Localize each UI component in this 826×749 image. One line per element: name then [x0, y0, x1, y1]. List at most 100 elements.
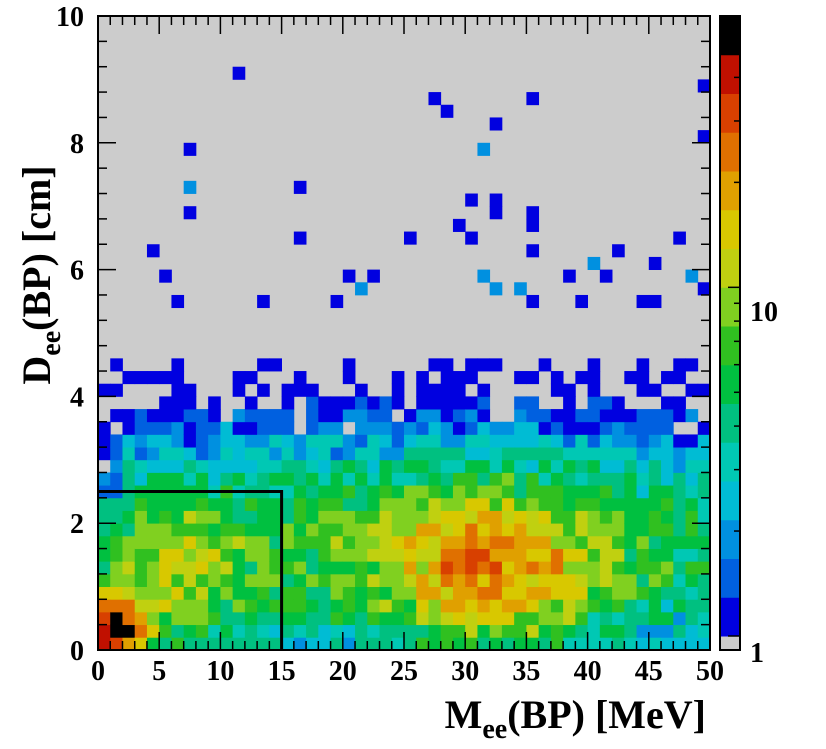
- heatmap-cell: [661, 434, 674, 448]
- heatmap-cell: [428, 459, 442, 473]
- heatmap-cell: [575, 447, 588, 461]
- heatmap-cell: [208, 637, 221, 651]
- heatmap-cell: [159, 371, 172, 385]
- heatmap-cell: [220, 561, 234, 575]
- heatmap-cell: [306, 396, 319, 410]
- heatmap-cell: [538, 535, 552, 549]
- heatmap-cell: [599, 599, 613, 613]
- heatmap-cell: [501, 510, 515, 524]
- heatmap-cell: [526, 624, 540, 638]
- heatmap-cell: [110, 624, 123, 638]
- heatmap-cell: [171, 459, 185, 473]
- heatmap-cell: [269, 548, 282, 562]
- heatmap-cell: [342, 371, 356, 385]
- heatmap-cell: [134, 447, 148, 461]
- heatmap-cell: [612, 586, 625, 600]
- heatmap-cell: [159, 548, 172, 562]
- heatmap-cell: [514, 586, 527, 600]
- heatmap-cell: [489, 573, 503, 587]
- heatmap-cell: [257, 459, 270, 473]
- heatmap-cell: [575, 510, 588, 524]
- heatmap-cell: [526, 244, 540, 258]
- heatmap-cell: [465, 231, 478, 245]
- heatmap-cell: [146, 459, 160, 473]
- heatmap-cell: [232, 383, 246, 397]
- heatmap-cell: [538, 459, 552, 473]
- x-tick-label: 15: [268, 656, 296, 687]
- heatmap-cell: [636, 497, 650, 511]
- heatmap-cell: [281, 510, 295, 524]
- heatmap-cell: [159, 497, 172, 511]
- heatmap-cell: [330, 459, 344, 473]
- heatmap-cell: [452, 421, 466, 435]
- heatmap-cell: [122, 472, 136, 486]
- heatmap-cell: [391, 573, 405, 587]
- heatmap-cell: [428, 535, 442, 549]
- heatmap-cell: [232, 371, 246, 385]
- heatmap-cell: [563, 599, 576, 613]
- heatmap-cell: [244, 421, 258, 435]
- heatmap-cell: [342, 624, 356, 638]
- heatmap-cell: [428, 624, 442, 638]
- heatmap-cell: [183, 206, 197, 220]
- heatmap-cell: [146, 472, 160, 486]
- heatmap-cell: [293, 180, 307, 194]
- heatmap-cell: [477, 497, 491, 511]
- heatmap-cell: [232, 561, 246, 575]
- heatmap-cell: [416, 434, 429, 448]
- heatmap-cell: [220, 447, 234, 461]
- heatmap-cell: [550, 371, 564, 385]
- heatmap-cell: [379, 611, 393, 626]
- heatmap-cell: [612, 396, 625, 410]
- heatmap-cell: [587, 383, 601, 397]
- heatmap-cell: [183, 599, 197, 613]
- heatmap-cell: [514, 599, 527, 613]
- heatmap-cell: [452, 459, 466, 473]
- heatmap-cell: [673, 535, 686, 549]
- heatmap-cell: [489, 193, 503, 207]
- heatmap-cell: [428, 599, 442, 613]
- heatmap-cell: [428, 396, 442, 410]
- heatmap-cell: [244, 510, 258, 524]
- heatmap-cell: [342, 573, 356, 587]
- heatmap-cell: [306, 599, 319, 613]
- heatmap-cell: [685, 573, 699, 587]
- heatmap-cell: [636, 624, 650, 638]
- heatmap-cell: [281, 624, 295, 638]
- heatmap-cell: [673, 485, 686, 499]
- x-tick-label: 0: [91, 656, 105, 687]
- heatmap-cell: [612, 447, 625, 461]
- heatmap-cell: [110, 434, 123, 448]
- heatmap-cell: [452, 561, 466, 575]
- heatmap-cell: [563, 561, 576, 575]
- heatmap-cell: [330, 548, 344, 562]
- heatmap-cell: [648, 434, 662, 448]
- heatmap-cell: [636, 447, 650, 461]
- heatmap-cell: [489, 434, 503, 448]
- heatmap-cell: [489, 523, 503, 537]
- heatmap-cell: [293, 561, 307, 575]
- heatmap-cell: [342, 561, 356, 575]
- heatmap-cell: [440, 624, 454, 638]
- colorbar-step: [720, 481, 740, 521]
- heatmap-cell: [134, 409, 148, 423]
- y-tick-label: 2: [70, 509, 84, 540]
- heatmap-cell: [269, 447, 282, 461]
- heatmap-cell: [318, 409, 331, 423]
- heatmap-cell: [452, 586, 466, 600]
- heatmap-cell: [673, 624, 686, 638]
- heatmap-cell: [550, 611, 564, 626]
- heatmap-cell: [208, 472, 221, 486]
- heatmap-cell: [636, 485, 650, 499]
- colorbar-label-1: 1: [750, 638, 764, 669]
- heatmap-cell: [257, 637, 270, 651]
- heatmap-cell: [183, 459, 197, 473]
- heatmap-cell: [146, 535, 160, 549]
- heatmap-cell: [367, 548, 380, 562]
- heatmap-cell: [526, 637, 540, 651]
- heatmap-cell: [330, 637, 344, 651]
- heatmap-cell: [134, 637, 148, 651]
- heatmap-cell: [428, 485, 442, 499]
- heatmap-cell: [697, 485, 711, 499]
- heatmap-cell: [183, 396, 197, 410]
